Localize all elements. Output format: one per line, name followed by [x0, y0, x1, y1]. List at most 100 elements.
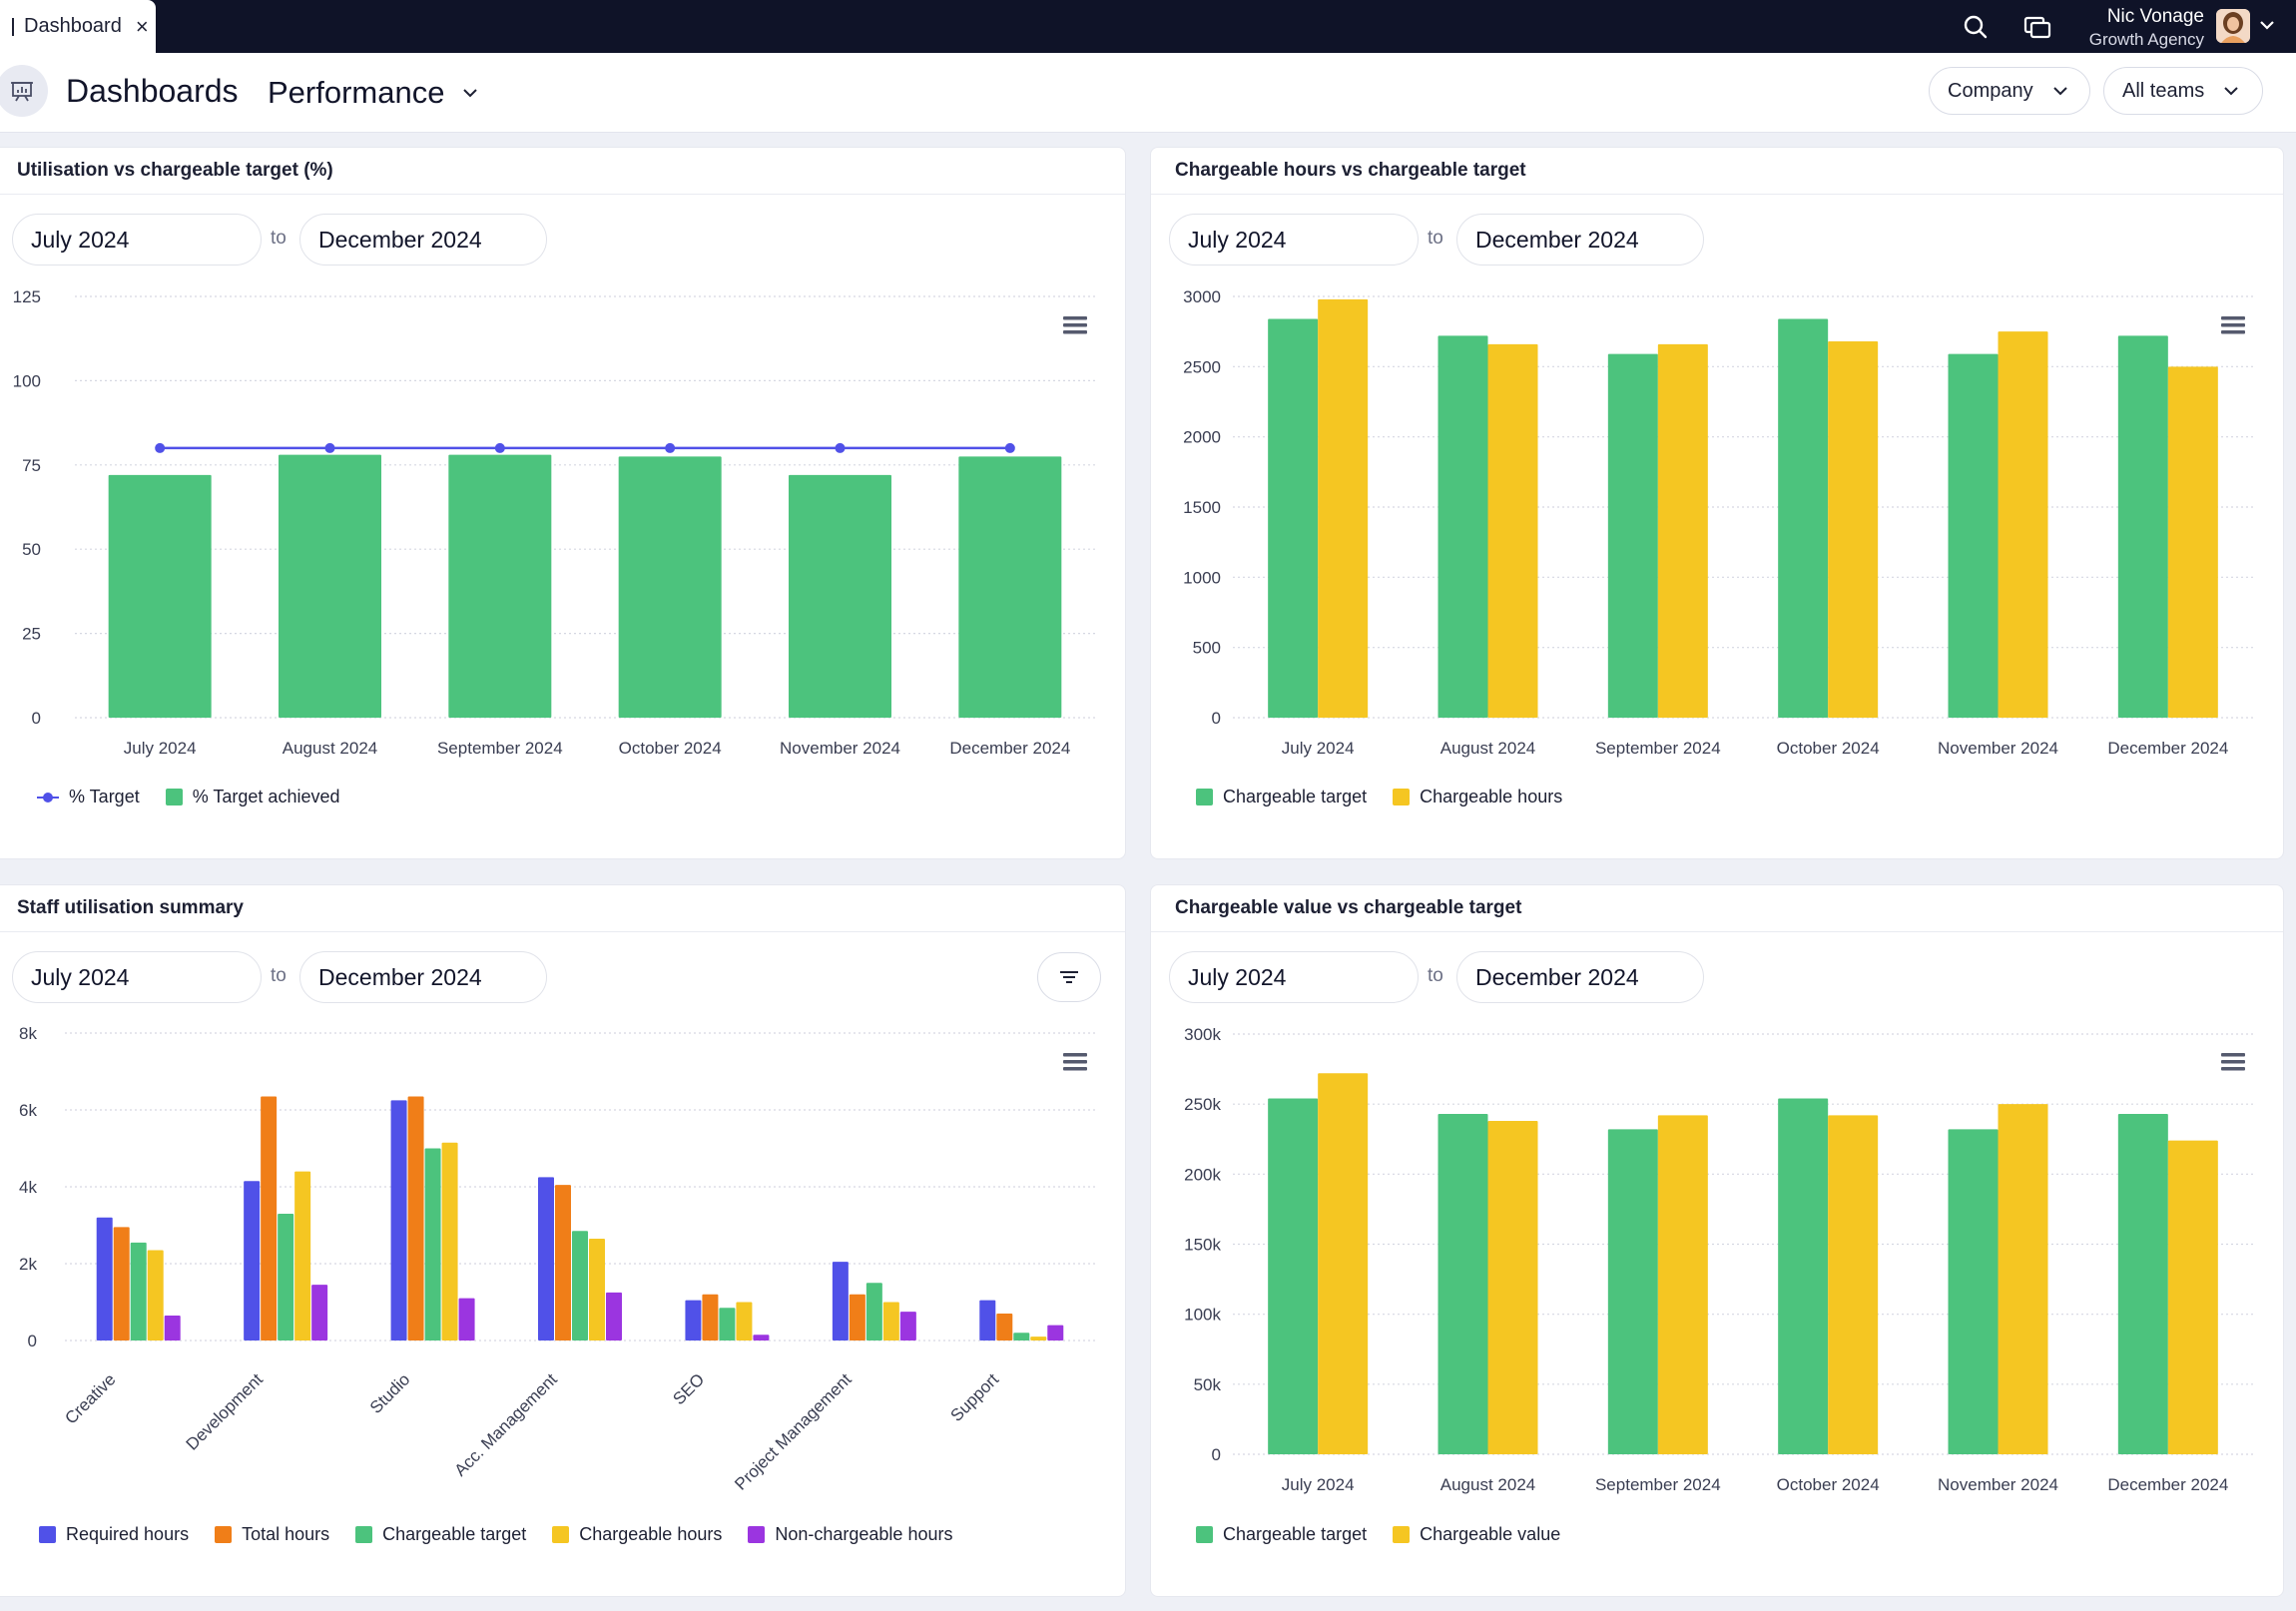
legend-item-non-chargeable-hours[interactable]: Non-chargeable hours — [748, 1524, 952, 1545]
menu-line — [2221, 1060, 2245, 1064]
user-info[interactable]: Nic Vonage Growth Agency — [2089, 6, 2204, 50]
menu-line — [2221, 330, 2245, 334]
chevron-down-icon[interactable] — [2258, 16, 2276, 34]
bar — [979, 1300, 996, 1341]
bar — [1437, 335, 1488, 718]
legend-swatch — [1196, 1526, 1213, 1543]
range-to-label: to — [271, 228, 287, 249]
bar — [1948, 353, 1999, 718]
bar — [719, 1308, 736, 1341]
bar — [1998, 331, 2048, 718]
filter-button[interactable] — [1037, 952, 1101, 1002]
x-tick-label: Creative — [61, 1369, 119, 1427]
bar — [2167, 366, 2218, 718]
date-to-input[interactable]: December 2024 — [1456, 214, 1704, 266]
y-tick-label: 3000 — [1183, 287, 1221, 306]
bar — [1268, 1098, 1319, 1454]
menu-line — [1063, 323, 1087, 327]
legend: Required hours Total hours Chargeable ta… — [39, 1524, 952, 1545]
chargeable-hours-card: Chargeable hours vs chargeable target Ju… — [1150, 147, 2284, 859]
bar — [1318, 298, 1369, 718]
chart-menu-icon[interactable] — [1063, 1053, 1087, 1071]
divider — [0, 194, 1125, 195]
legend-item-target[interactable]: % Target — [37, 787, 140, 807]
tab-dashboard[interactable]: Dashboard × — [0, 0, 156, 53]
y-tick-label: 8k — [19, 1024, 37, 1043]
chart-menu-icon[interactable] — [1063, 316, 1087, 334]
avatar-portrait — [2216, 9, 2250, 43]
x-tick-label: SEO — [669, 1369, 708, 1408]
x-tick-label: October 2024 — [619, 739, 722, 758]
windows-icon[interactable] — [2022, 12, 2052, 42]
legend-item-required-hours[interactable]: Required hours — [39, 1524, 189, 1545]
legend-item-chargeable-target[interactable]: Chargeable target — [1196, 787, 1367, 807]
filter-icon — [1060, 971, 1078, 983]
bar — [390, 1100, 407, 1341]
date-to-input[interactable]: December 2024 — [1456, 951, 1704, 1003]
menu-line — [1063, 1053, 1087, 1057]
bar — [1030, 1337, 1047, 1341]
tab-label: Dashboard — [24, 15, 122, 37]
search-icon[interactable] — [1961, 12, 1991, 42]
bar — [572, 1231, 588, 1341]
legend-swatch — [1196, 789, 1213, 806]
page-header: Dashboards Performance Company All teams — [0, 53, 2296, 133]
dashboard-select[interactable]: Performance — [268, 75, 480, 111]
date-to-input[interactable]: December 2024 — [299, 951, 547, 1003]
menu-line — [1063, 330, 1087, 334]
legend-item-chargeable-target[interactable]: Chargeable target — [355, 1524, 526, 1545]
menu-line — [2221, 323, 2245, 327]
x-tick-label: December 2024 — [949, 739, 1070, 758]
target-point — [665, 442, 676, 453]
y-tick-label: 2k — [19, 1255, 37, 1274]
bar — [1778, 1098, 1829, 1454]
x-tick-label: September 2024 — [1595, 1475, 1721, 1494]
bar — [789, 474, 891, 718]
date-from-input[interactable]: July 2024 — [1169, 214, 1419, 266]
bar — [407, 1096, 424, 1341]
bar — [164, 1315, 181, 1341]
legend-swatch-target — [37, 792, 59, 804]
chart-menu-icon[interactable] — [2221, 1053, 2245, 1071]
legend-item-chargeable-value[interactable]: Chargeable value — [1393, 1524, 1560, 1545]
legend-item-chargeable-target[interactable]: Chargeable target — [1196, 1524, 1367, 1545]
company-filter-label: Company — [1948, 79, 2033, 102]
y-tick-label: 1500 — [1183, 498, 1221, 517]
teams-filter[interactable]: All teams — [2103, 67, 2263, 115]
bar — [96, 1217, 113, 1341]
bar — [441, 1142, 458, 1341]
x-tick-label: July 2024 — [1282, 1475, 1355, 1494]
legend-item-total-hours[interactable]: Total hours — [215, 1524, 329, 1545]
chart-menu-icon[interactable] — [2221, 316, 2245, 334]
x-tick-label: October 2024 — [1777, 739, 1880, 758]
legend-label: % Target — [69, 787, 140, 806]
legend-label: % Target achieved — [192, 787, 340, 806]
menu-line — [2221, 1053, 2245, 1057]
legend-item-chargeable-hours[interactable]: Chargeable hours — [1393, 787, 1562, 807]
legend-item-chargeable-hours[interactable]: Chargeable hours — [552, 1524, 722, 1545]
date-to-input[interactable]: December 2024 — [299, 214, 547, 266]
range-to-label: to — [1428, 965, 1443, 986]
y-tick-label: 150k — [1184, 1236, 1221, 1255]
bar — [108, 474, 212, 718]
bar — [1607, 1129, 1658, 1454]
bar — [130, 1242, 147, 1341]
bar — [702, 1294, 719, 1341]
legend-label: Total hours — [242, 1524, 330, 1544]
close-icon[interactable]: × — [135, 13, 149, 39]
date-from-input[interactable]: July 2024 — [1169, 951, 1419, 1003]
y-tick-label: 2000 — [1183, 428, 1221, 447]
legend-swatch-achieved — [165, 789, 183, 806]
legend-item-achieved[interactable]: % Target achieved — [165, 787, 340, 807]
date-from-input[interactable]: July 2024 — [12, 951, 262, 1003]
y-tick-label: 75 — [22, 456, 41, 475]
company-filter[interactable]: Company — [1929, 67, 2090, 115]
x-tick-label: September 2024 — [1595, 739, 1721, 758]
avatar[interactable] — [2216, 9, 2250, 43]
target-point — [835, 442, 846, 453]
menu-line — [2221, 1067, 2245, 1071]
x-tick-label: August 2024 — [283, 739, 377, 758]
menu-line — [1063, 1067, 1087, 1071]
bar — [1268, 318, 1319, 718]
date-from-input[interactable]: July 2024 — [12, 214, 262, 266]
